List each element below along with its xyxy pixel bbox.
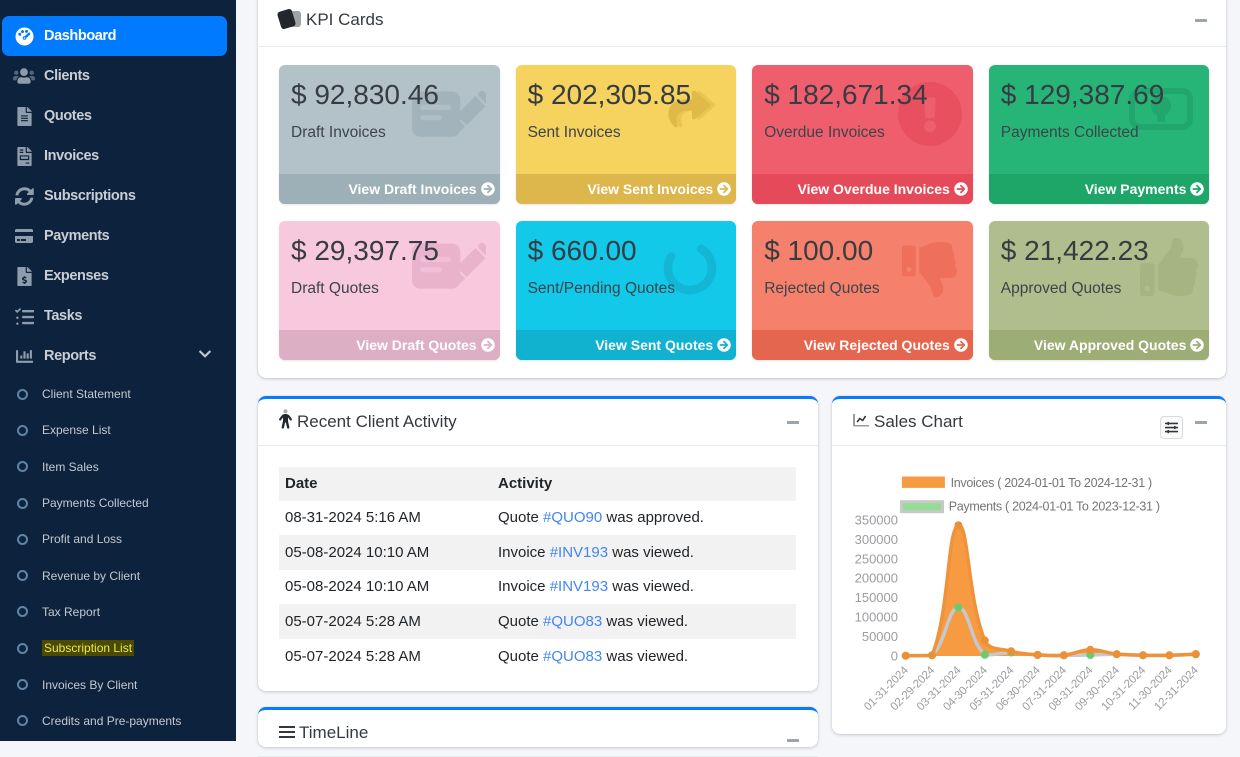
svg-text:350000: 350000 [855,513,898,528]
svg-text:0: 0 [891,648,898,663]
svg-text:150000: 150000 [855,590,898,605]
svg-text:Payments ( 2024-01-01 To 2023-: Payments ( 2024-01-01 To 2023-12-31 ) [949,500,1160,514]
svg-text:300000: 300000 [855,532,898,547]
svg-text:250000: 250000 [855,551,898,566]
svg-text:Invoices ( 2024-01-01 To 2024-: Invoices ( 2024-01-01 To 2024-12-31 ) [951,476,1152,490]
svg-text:100000: 100000 [855,610,898,625]
svg-text:200000: 200000 [855,571,898,586]
svg-text:50000: 50000 [862,629,898,644]
